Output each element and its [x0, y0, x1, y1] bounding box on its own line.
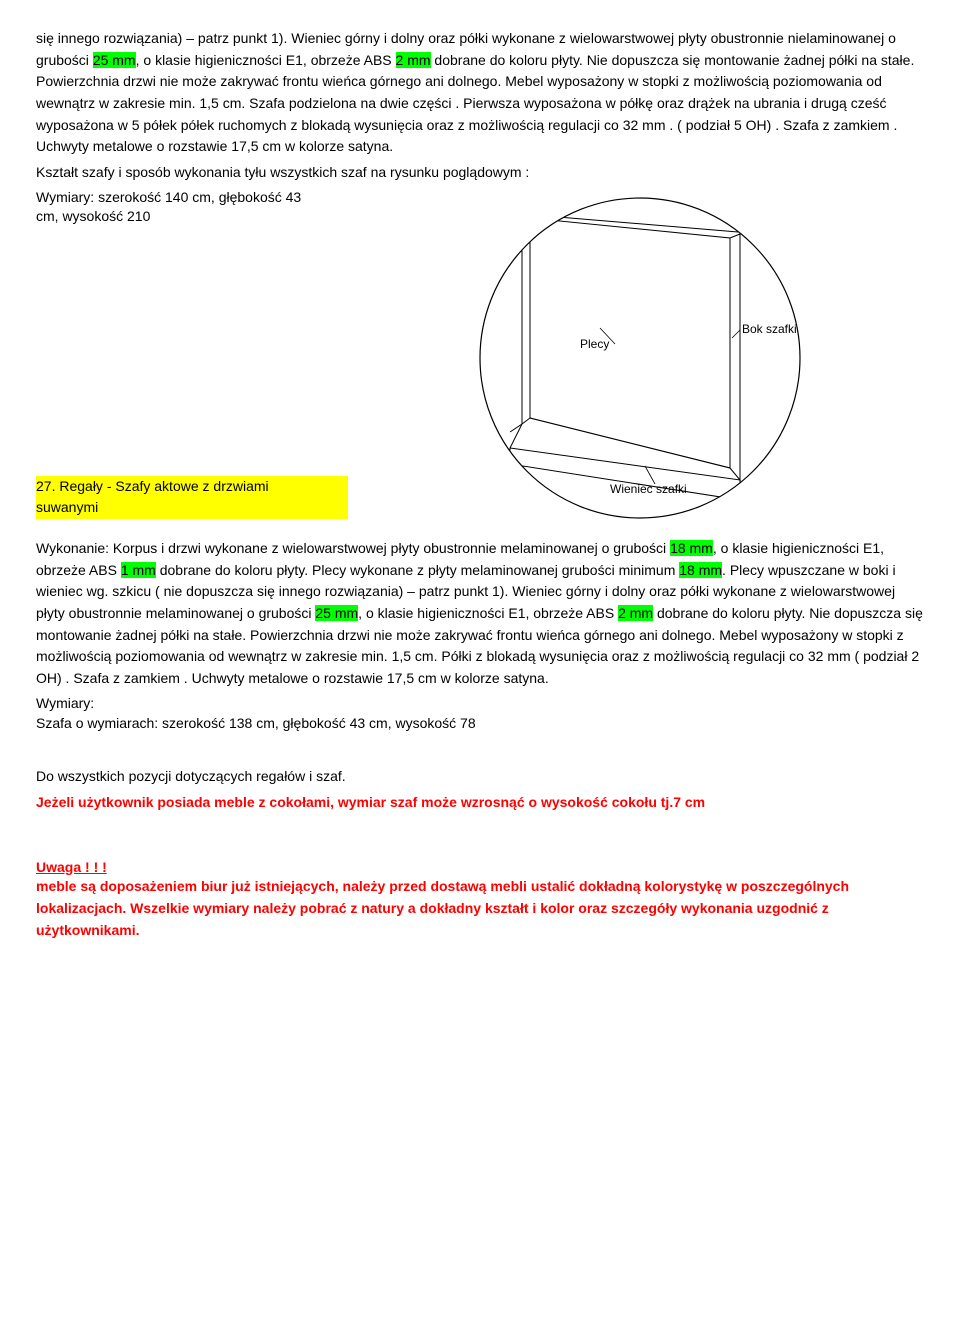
item-27-line-1: 27. Regały - Szafy aktowe z drzwiami: [36, 476, 348, 498]
highlight-2mm-2: 2 mm: [618, 605, 653, 621]
cabinet-diagram: Plecy Bok szafki Wieniec szafki: [470, 188, 810, 528]
dimensions-line-1: Wymiary: szerokość 140 cm, głębokość 43: [36, 188, 356, 207]
highlight-1mm: 1 mm: [121, 562, 156, 578]
text: dobrane do koloru płyty. Plecy wykonane …: [156, 562, 679, 578]
paragraph-all-positions: Do wszystkich pozycji dotyczących regałó…: [36, 766, 924, 788]
highlight-25mm: 25 mm: [93, 52, 136, 68]
diagram-label-plecy: Plecy: [580, 337, 609, 351]
diagram-container: Plecy Bok szafki Wieniec szafki: [356, 188, 924, 528]
item-27-line-2: suwanymi: [36, 497, 348, 519]
dimensions-line-2: cm, wysokość 210: [36, 207, 356, 226]
text: , o klasie higieniczności E1, obrzeże AB…: [136, 52, 396, 68]
item-27-heading: 27. Regały - Szafy aktowe z drzwiami suw…: [36, 476, 356, 519]
paragraph-uwaga-body: meble są doposażeniem biur już istniejąc…: [36, 876, 924, 941]
paragraph-1: się innego rozwiązania) – patrz punkt 1)…: [36, 28, 924, 158]
szafa-dimensions: Szafa o wymiarach: szerokość 138 cm, głę…: [36, 713, 924, 735]
uwaga-heading: Uwaga ! ! !: [36, 858, 924, 877]
dimensions-and-diagram-row: Wymiary: szerokość 140 cm, głębokość 43 …: [36, 188, 924, 528]
highlight-2mm: 2 mm: [396, 52, 431, 68]
text: , o klasie higieniczności E1, obrzeże AB…: [358, 605, 618, 621]
text: Wykonanie: Korpus i drzwi wykonane z wie…: [36, 540, 670, 556]
paragraph-2: Kształt szafy i sposób wykonania tyłu ws…: [36, 162, 924, 184]
diagram-label-bok: Bok szafki: [742, 322, 797, 336]
uwaga-text: Uwaga ! ! !: [36, 859, 107, 875]
highlight-18mm-1: 18 mm: [670, 540, 713, 556]
highlight-25mm-2: 25 mm: [315, 605, 358, 621]
highlight-18mm-2: 18 mm: [679, 562, 722, 578]
diagram-label-wieniec: Wieniec szafki: [610, 482, 687, 496]
wymiary-label: Wymiary:: [36, 694, 924, 713]
dimensions-block: Wymiary: szerokość 140 cm, głębokość 43 …: [36, 188, 356, 519]
paragraph-cokoly-warning: Jeżeli użytkownik posiada meble z cokoła…: [36, 792, 924, 814]
paragraph-3: Wykonanie: Korpus i drzwi wykonane z wie…: [36, 538, 924, 690]
